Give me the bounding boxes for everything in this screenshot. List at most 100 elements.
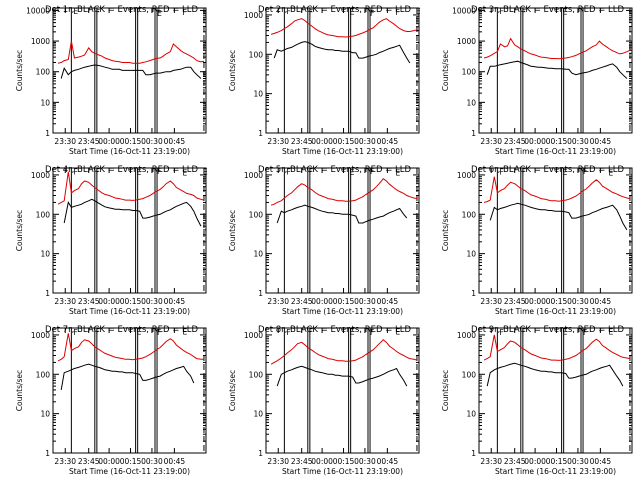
plot-frame <box>265 327 420 454</box>
chart-panel-6: Det 6r, BLACK = Events, RED = LLD 1 10 100 1… <box>441 165 633 316</box>
event-marker-label: F <box>286 167 290 176</box>
y-tick-label: 100 <box>462 370 477 379</box>
x-tick-label: 23:30 <box>54 457 76 466</box>
chart-panel-3: Det 3r, BLACK = Events, RED = LLD 1 10 100 1… <box>441 5 633 156</box>
event-marker-label: E <box>137 168 142 177</box>
event-marker-label: F <box>370 328 374 337</box>
event-marker-label: F <box>583 328 587 337</box>
event-marker-label: F <box>396 8 400 17</box>
x-tick-label: 00:45 <box>164 297 186 306</box>
events-series-line <box>60 363 195 390</box>
y-tick-label: 1 <box>258 129 263 138</box>
y-axis-label: Counts/sec <box>441 370 450 411</box>
y-tick-label: 1 <box>45 289 50 298</box>
x-tick-label: 00:15 <box>333 297 355 306</box>
event-marker-label: F <box>499 328 503 337</box>
x-tick-label: 00:00 <box>311 297 333 306</box>
chart-panel-2: Det 2r, BLACK = Events, RED = LLD 1 10 100 1… <box>228 5 421 156</box>
y-tick-label: 10 <box>40 98 50 107</box>
x-tick-label: 00:45 <box>590 137 612 146</box>
x-tick-label: 00:00 <box>98 297 120 306</box>
event-marker-label: E <box>563 8 568 17</box>
x-axis-label: Start Time (16-Oct-11 23:19:00) <box>495 147 616 156</box>
events-series-line <box>489 202 628 231</box>
x-tick-label: 00:00 <box>524 457 546 466</box>
y-tick-label: 10 <box>253 410 263 419</box>
x-tick-label: 00:15 <box>333 457 355 466</box>
lld-series-line <box>57 41 205 64</box>
event-marker-label: F <box>157 167 161 176</box>
x-tick-label: 23:45 <box>78 297 100 306</box>
x-axis-label: Start Time (16-Oct-11 23:19:00) <box>69 307 190 316</box>
event-marker-label: E <box>350 168 355 177</box>
y-tick-label: 10000 <box>26 6 50 15</box>
x-tick-label: 00:45 <box>590 297 612 306</box>
y-tick-label: 1000 <box>244 331 263 340</box>
event-marker-label: F <box>96 167 100 176</box>
x-tick-label: 00:30 <box>141 457 163 466</box>
y-tick-label: 1000 <box>244 171 263 180</box>
y-axis-label: Counts/sec <box>441 210 450 251</box>
y-tick-label: 1000 <box>244 11 263 20</box>
y-tick-label: 1000 <box>31 171 50 180</box>
chart-title: Det 6r, BLACK = Events, RED = LLD <box>471 165 625 175</box>
x-tick-label: 23:30 <box>267 457 289 466</box>
x-tick-label: 23:30 <box>54 297 76 306</box>
events-series-line <box>63 198 202 227</box>
x-tick-label: 00:30 <box>141 297 163 306</box>
chart-panel-4: Det 4r, BLACK = Events, RED = LLD 1 10 100 1… <box>15 165 208 316</box>
event-marker-label: E <box>350 8 355 17</box>
event-marker-label: F <box>137 8 141 17</box>
y-axis-label: Counts/sec <box>15 210 24 251</box>
x-tick-label: 23:45 <box>78 137 100 146</box>
plot-frame <box>265 167 420 294</box>
y-tick-label: 1000 <box>31 331 50 340</box>
event-marker-label: F <box>309 8 313 17</box>
event-marker-label: F <box>73 328 77 337</box>
plot-frame <box>478 327 633 454</box>
event-marker-label: F <box>522 328 526 337</box>
y-tick-label: 10000 <box>452 6 476 15</box>
y-tick-label: 10 <box>40 250 50 259</box>
events-series-line <box>276 204 408 224</box>
event-marker-label: F <box>96 328 100 337</box>
lld-series-line <box>483 334 631 361</box>
y-tick-label: 1 <box>258 449 263 458</box>
event-marker-label: F <box>183 8 187 17</box>
x-tick-label: 00:00 <box>98 457 120 466</box>
plot-frame <box>52 167 207 294</box>
x-tick-label: 00:00 <box>98 137 120 146</box>
event-marker-label: E <box>563 327 568 336</box>
x-axis-label: Start Time (16-Oct-11 23:19:00) <box>69 467 190 476</box>
chart-title: Det 4r, BLACK = Events, RED = LLD <box>45 165 199 175</box>
x-tick-label: 23:30 <box>480 137 502 146</box>
chart-title: Det 1r, BLACK = Events, RED = LLD <box>45 5 199 15</box>
x-tick-label: 00:30 <box>141 137 163 146</box>
y-tick-label: 100 <box>462 210 477 219</box>
event-marker-label: F <box>286 7 290 16</box>
y-tick-label: 10 <box>253 90 263 99</box>
x-tick-label: 00:30 <box>567 137 589 146</box>
chart-panel-1: Det 1r, BLACK = Events, RED = LLD 1 10 100 1… <box>15 5 207 156</box>
y-tick-label: 1 <box>471 129 476 138</box>
event-marker-label: E <box>183 328 188 337</box>
x-tick-label: 23:45 <box>291 457 313 466</box>
x-tick-label: 23:45 <box>504 297 526 306</box>
event-marker-label: E <box>350 327 355 336</box>
x-tick-label: 00:00 <box>524 137 546 146</box>
chart-title: Det 3r, BLACK = Events, RED = LLD <box>471 5 625 15</box>
x-tick-label: 00:00 <box>311 137 333 146</box>
event-marker-label: E <box>183 169 188 178</box>
x-tick-label: 00:00 <box>524 297 546 306</box>
event-marker-label: F <box>73 167 77 176</box>
event-marker-label: F <box>370 167 374 176</box>
y-tick-label: 1 <box>258 289 263 298</box>
y-tick-label: 100 <box>249 210 264 219</box>
event-marker-label: F <box>96 8 100 17</box>
event-marker-label: F <box>499 167 503 176</box>
event-marker-label: E <box>563 168 568 177</box>
y-tick-label: 1 <box>45 129 50 138</box>
x-tick-label: 23:30 <box>480 457 502 466</box>
lld-series-line <box>57 171 205 205</box>
event-marker-label: E <box>396 328 401 337</box>
